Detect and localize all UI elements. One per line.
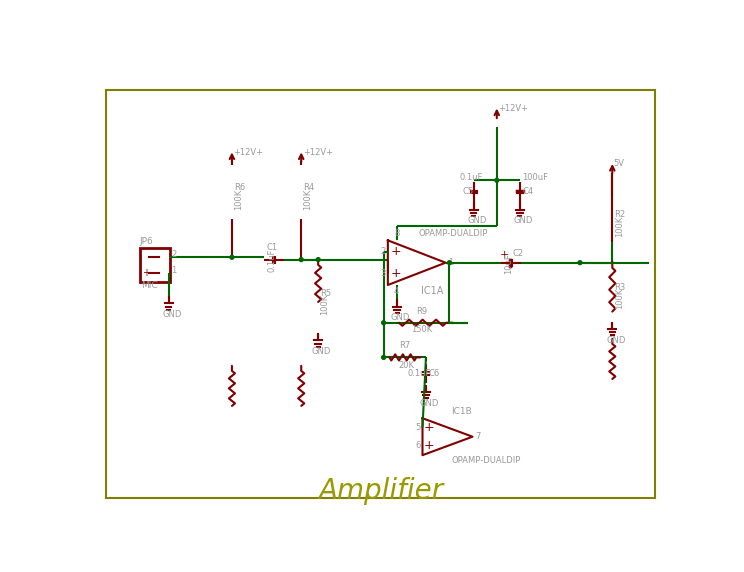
Text: 5V: 5V bbox=[614, 160, 625, 169]
Text: C5: C5 bbox=[463, 188, 474, 196]
Text: OPAMP-DUALDIP: OPAMP-DUALDIP bbox=[452, 456, 521, 465]
Text: GND: GND bbox=[467, 216, 487, 225]
Text: 100K: 100K bbox=[234, 189, 243, 210]
Text: 1: 1 bbox=[171, 265, 176, 275]
Text: +: + bbox=[424, 421, 434, 434]
Text: 100uF: 100uF bbox=[522, 173, 548, 181]
Text: 100K: 100K bbox=[321, 294, 330, 315]
Text: +12V+: +12V+ bbox=[498, 104, 528, 113]
Bar bbox=[140, 248, 170, 283]
Circle shape bbox=[578, 261, 582, 265]
Text: 4: 4 bbox=[394, 287, 400, 296]
Text: 0.1uF: 0.1uF bbox=[408, 369, 431, 378]
Text: +: + bbox=[500, 250, 509, 260]
Text: IC1B: IC1B bbox=[452, 407, 472, 416]
Text: 100K: 100K bbox=[615, 288, 623, 309]
Text: 20K: 20K bbox=[399, 361, 414, 370]
Text: IC1A: IC1A bbox=[420, 286, 443, 296]
Text: GND: GND bbox=[420, 399, 439, 408]
Text: 5: 5 bbox=[415, 423, 420, 432]
Text: +: + bbox=[391, 245, 401, 258]
Circle shape bbox=[316, 257, 320, 261]
Text: 1: 1 bbox=[448, 258, 453, 267]
Text: 100K: 100K bbox=[304, 189, 312, 210]
Text: MIC: MIC bbox=[141, 281, 158, 291]
Text: R3: R3 bbox=[615, 283, 626, 292]
Circle shape bbox=[382, 355, 385, 359]
Text: 100K: 100K bbox=[615, 216, 623, 237]
Text: GND: GND bbox=[163, 311, 182, 319]
Text: +12V+: +12V+ bbox=[303, 148, 333, 157]
Text: 7: 7 bbox=[475, 432, 480, 441]
Text: R6: R6 bbox=[234, 184, 246, 193]
Text: +12V+: +12V+ bbox=[234, 148, 263, 157]
Text: Amplifier: Amplifier bbox=[318, 476, 444, 505]
Text: R5: R5 bbox=[321, 289, 332, 297]
Text: 2: 2 bbox=[381, 247, 386, 256]
Text: OPAMP-DUALDIP: OPAMP-DUALDIP bbox=[418, 229, 487, 239]
Text: R7: R7 bbox=[399, 341, 410, 350]
Text: GND: GND bbox=[514, 216, 533, 225]
Text: 0.1uF: 0.1uF bbox=[267, 249, 277, 272]
Text: 3: 3 bbox=[380, 269, 386, 279]
Text: C6: C6 bbox=[429, 369, 440, 378]
Text: R9: R9 bbox=[417, 307, 428, 316]
Text: +: + bbox=[141, 268, 150, 277]
Text: C4: C4 bbox=[522, 188, 533, 196]
Circle shape bbox=[299, 257, 303, 261]
Text: GND: GND bbox=[312, 347, 331, 356]
Text: GND: GND bbox=[606, 336, 626, 345]
Text: C1: C1 bbox=[266, 243, 278, 252]
Circle shape bbox=[448, 261, 452, 265]
Circle shape bbox=[495, 178, 498, 182]
Text: 8: 8 bbox=[394, 229, 400, 238]
Text: 0.1uF: 0.1uF bbox=[460, 173, 483, 181]
Text: 10uF: 10uF bbox=[504, 253, 513, 274]
Text: +: + bbox=[391, 267, 401, 280]
Text: 6: 6 bbox=[415, 442, 420, 450]
Text: R4: R4 bbox=[304, 184, 315, 193]
Text: R2: R2 bbox=[615, 210, 626, 220]
Circle shape bbox=[230, 255, 234, 259]
Circle shape bbox=[382, 321, 385, 325]
Text: 2: 2 bbox=[171, 251, 176, 259]
Text: C2: C2 bbox=[512, 249, 523, 258]
Text: JP6: JP6 bbox=[140, 237, 153, 246]
Text: GND: GND bbox=[391, 313, 410, 323]
Text: 150K: 150K bbox=[411, 325, 433, 334]
Text: +: + bbox=[424, 439, 434, 452]
